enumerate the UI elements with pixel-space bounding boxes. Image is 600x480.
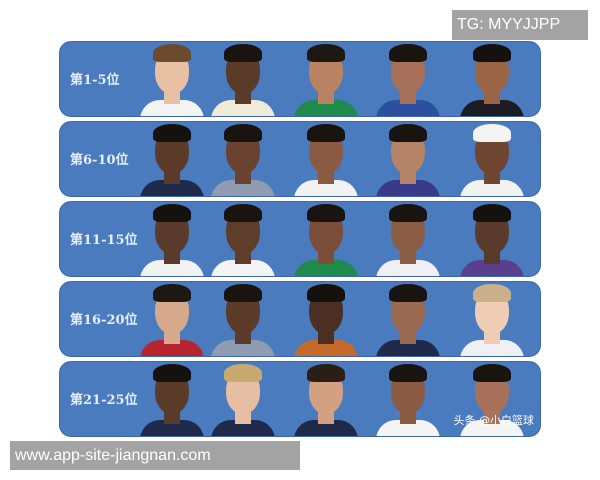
jersey: [460, 180, 524, 196]
player-portrait: [452, 202, 532, 276]
hair: [389, 284, 427, 302]
jersey: [460, 340, 524, 356]
source-credit: 头条 @小白篮球: [453, 414, 535, 427]
jersey: [460, 100, 524, 116]
jersey: [294, 420, 358, 436]
player-portrait: [368, 282, 448, 356]
hair: [389, 44, 427, 62]
player-portrait: [452, 122, 532, 196]
player-portrait: [286, 122, 366, 196]
player-portrait: [203, 362, 283, 436]
rank-range-label: 第16-20位: [70, 313, 138, 328]
ranking-row: 第1-5位: [59, 41, 541, 117]
hair: [473, 364, 511, 382]
player-portrait: [368, 202, 448, 276]
player-portrait: [368, 362, 448, 436]
hair: [473, 124, 511, 142]
hair: [307, 44, 345, 62]
player-portrait: [203, 282, 283, 356]
player-portrait: [452, 362, 532, 436]
player-portrait: [132, 122, 212, 196]
player-portrait: [452, 42, 532, 116]
jersey: [140, 180, 204, 196]
player-portrait: [286, 42, 366, 116]
jersey: [294, 340, 358, 356]
hair: [307, 124, 345, 142]
player-portrait: [203, 122, 283, 196]
hair: [224, 364, 262, 382]
hair: [307, 284, 345, 302]
hair: [307, 364, 345, 382]
jersey: [376, 420, 440, 436]
hair: [224, 284, 262, 302]
hair: [224, 124, 262, 142]
jersey: [140, 340, 204, 356]
player-portrait: [203, 202, 283, 276]
jersey: [460, 420, 524, 436]
rank-range-label: 第1-5位: [70, 73, 120, 88]
hair: [389, 204, 427, 222]
player-portrait: [286, 282, 366, 356]
player-portrait: [203, 42, 283, 116]
hair: [473, 204, 511, 222]
watermark-bottom: www.app-site-jiangnan.com: [10, 441, 300, 470]
jersey: [140, 100, 204, 116]
hair: [389, 364, 427, 382]
jersey: [140, 420, 204, 436]
jersey: [376, 180, 440, 196]
player-portrait: [132, 202, 212, 276]
hair: [389, 124, 427, 142]
player-portrait: [286, 362, 366, 436]
hair: [307, 204, 345, 222]
jersey: [460, 260, 524, 276]
jersey: [294, 100, 358, 116]
player-portrait: [368, 122, 448, 196]
rank-range-label: 第6-10位: [70, 153, 129, 168]
rank-range-label: 第21-25位: [70, 393, 138, 408]
jersey: [294, 180, 358, 196]
jersey: [140, 260, 204, 276]
jersey: [211, 420, 275, 436]
jersey: [211, 260, 275, 276]
player-portrait: [452, 282, 532, 356]
hair: [153, 44, 191, 62]
jersey: [211, 100, 275, 116]
watermark-top: TG: MYYJJPP: [452, 10, 588, 40]
ranking-row: 第11-15位: [59, 201, 541, 277]
jersey: [376, 100, 440, 116]
jersey: [294, 260, 358, 276]
rank-range-label: 第11-15位: [70, 233, 138, 248]
jersey: [211, 180, 275, 196]
jersey: [376, 340, 440, 356]
jersey: [376, 260, 440, 276]
player-portrait: [132, 282, 212, 356]
hair: [473, 44, 511, 62]
hair: [224, 44, 262, 62]
ranking-row: 第16-20位: [59, 281, 541, 357]
hair: [153, 204, 191, 222]
ranking-row: 第21-25位 头条 @小白篮球: [59, 361, 541, 437]
hair: [153, 364, 191, 382]
player-portrait: [286, 202, 366, 276]
player-portrait: [132, 362, 212, 436]
ranking-row: 第6-10位: [59, 121, 541, 197]
jersey: [211, 340, 275, 356]
hair: [153, 284, 191, 302]
hair: [224, 204, 262, 222]
player-portrait: [132, 42, 212, 116]
hair: [153, 124, 191, 142]
player-portrait: [368, 42, 448, 116]
hair: [473, 284, 511, 302]
